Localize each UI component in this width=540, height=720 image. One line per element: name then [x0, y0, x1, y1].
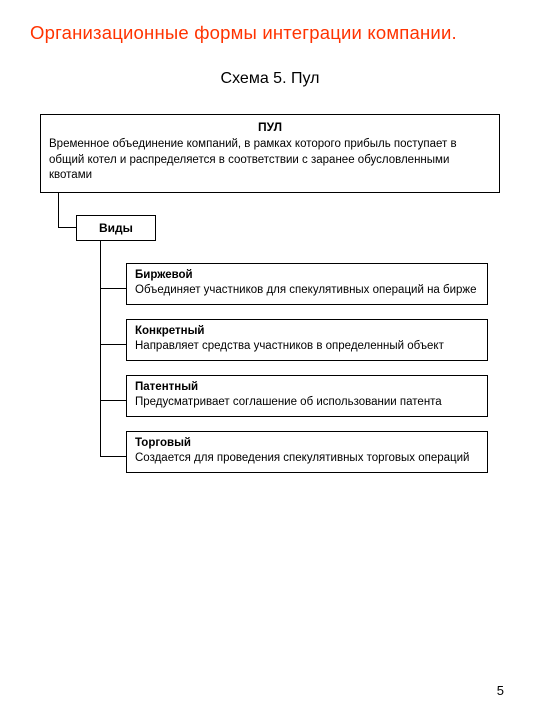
item-row: Конкретный Направляет средства участнико… [100, 319, 488, 361]
item-title: Патентный [135, 380, 479, 396]
item-desc: Объединяет участников для спекулятивных … [135, 283, 479, 299]
item-desc: Создается для проведения спекулятивных т… [135, 451, 479, 467]
item-desc: Предусматривает соглашение об использова… [135, 395, 479, 411]
item-title: Торговый [135, 436, 479, 452]
item-box: Биржевой Объединяет участников для спеку… [126, 263, 488, 305]
main-box-body: Временное объединение компаний, в рамках… [49, 137, 491, 184]
connector-h-icon [100, 288, 126, 289]
item-desc: Направляет средства участников в определ… [135, 339, 479, 355]
connector-h-icon [100, 456, 126, 457]
item-box: Конкретный Направляет средства участнико… [126, 319, 488, 361]
connector-h-icon [100, 400, 126, 401]
item-row: Патентный Предусматривает соглашение об … [100, 375, 488, 417]
page-number: 5 [497, 683, 504, 698]
connector-main-to-types [58, 193, 76, 228]
subtitle: Схема 5. Пул [30, 70, 510, 88]
item-row: Торговый Создается для проведения спекул… [100, 431, 488, 473]
page-title: Организационные формы интеграции компани… [30, 22, 510, 44]
trunk-line [100, 241, 101, 457]
main-box-header: ПУЛ [49, 119, 491, 135]
connector-h-icon [100, 344, 126, 345]
main-definition-box: ПУЛ Временное объединение компаний, в ра… [40, 114, 500, 193]
item-title: Конкретный [135, 324, 479, 340]
item-box: Патентный Предусматривает соглашение об … [126, 375, 488, 417]
item-title: Биржевой [135, 268, 479, 284]
item-box: Торговый Создается для проведения спекул… [126, 431, 488, 473]
types-box: Виды [76, 215, 156, 241]
item-row: Биржевой Объединяет участников для спеку… [100, 263, 488, 305]
